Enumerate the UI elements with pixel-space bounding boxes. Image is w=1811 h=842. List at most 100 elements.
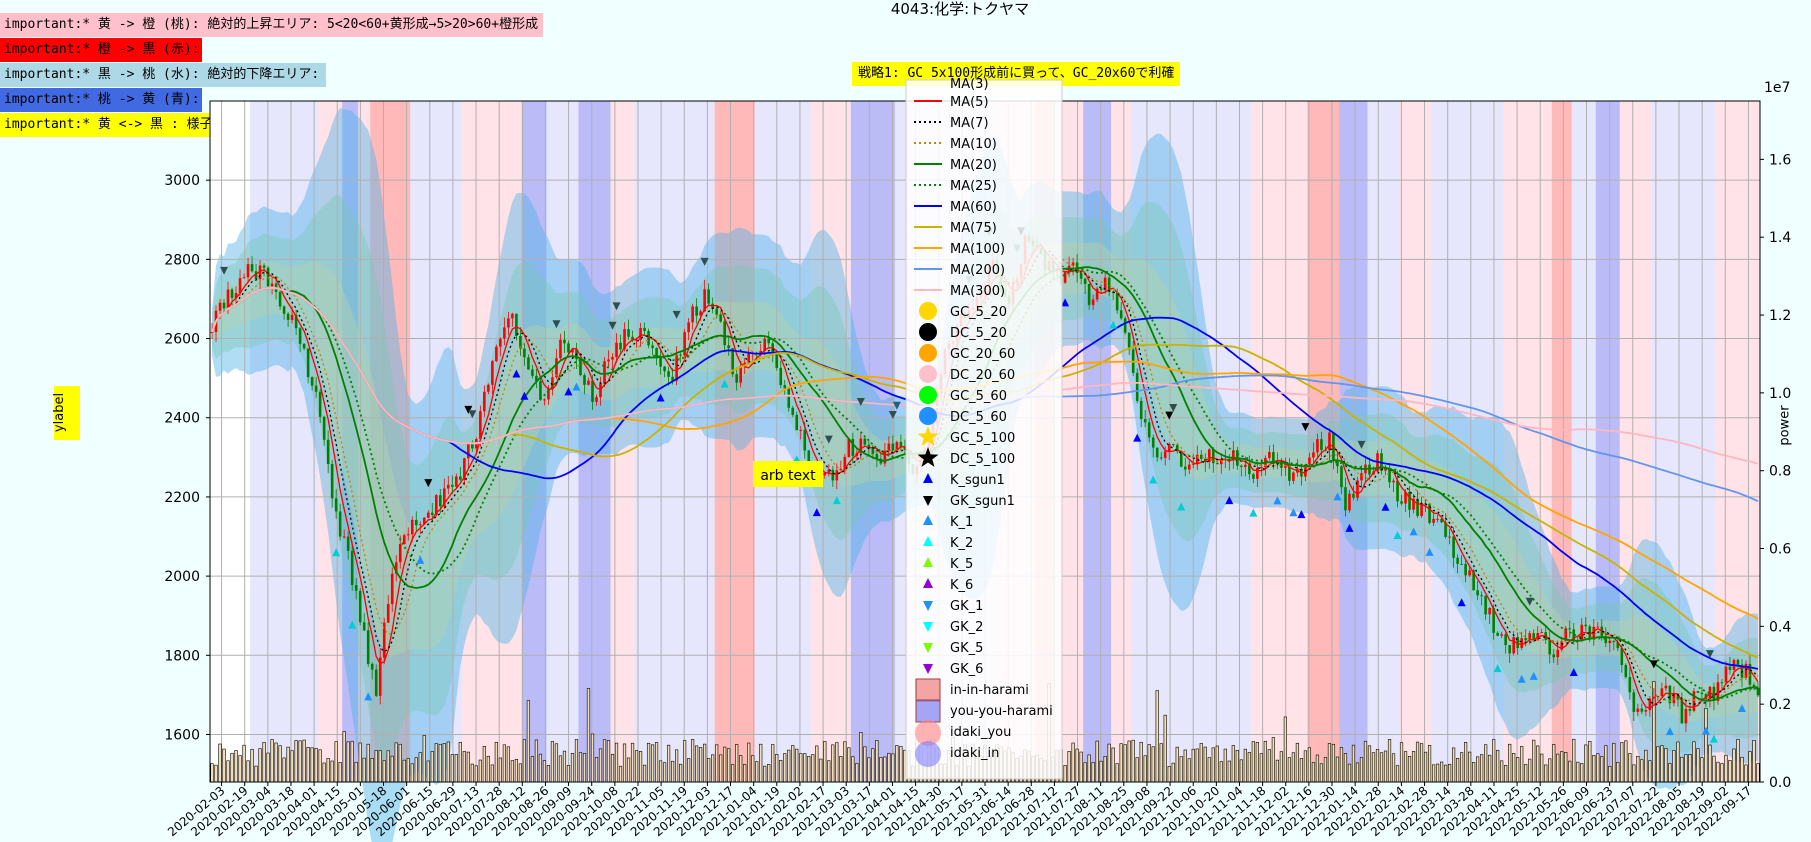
candle-body: [1492, 607, 1495, 633]
volume-bar: [1087, 754, 1091, 783]
volume-bar: [1720, 763, 1724, 783]
candle-body: [1512, 637, 1515, 654]
candle-body: [1268, 451, 1271, 459]
volume-bar: [1091, 762, 1095, 783]
volume-bar: [370, 758, 374, 783]
volume-bar: [1504, 765, 1508, 783]
volume-bar: [1371, 752, 1376, 783]
volume-bar: [218, 743, 222, 783]
candle-body: [1480, 595, 1483, 597]
candle-body: [599, 383, 602, 398]
area-band: [1503, 101, 1552, 782]
candle-body: [1588, 626, 1592, 640]
candle-body: [735, 374, 738, 383]
legend-label: DC_5_60: [950, 410, 1007, 425]
volume-bar: [634, 750, 639, 783]
candle-body: [1107, 277, 1111, 292]
candle-body: [695, 306, 698, 316]
candle-body: [1095, 288, 1099, 300]
volume-bar: [326, 758, 330, 783]
volume-bar: [1628, 753, 1632, 783]
candle-body: [807, 450, 811, 466]
volume-bar: [330, 760, 334, 783]
volume-bar: [1700, 757, 1704, 783]
volume-bar: [526, 700, 531, 783]
volume-bar: [1135, 757, 1139, 783]
buy-signal-triangle: [656, 393, 665, 402]
volume-bar: [1672, 750, 1676, 783]
volume-bar: [895, 745, 899, 783]
volume-bar: [715, 744, 719, 783]
legend-swatch: [923, 601, 933, 611]
volume-bar: [759, 743, 763, 783]
candle-body: [1552, 654, 1556, 658]
candle-body: [322, 416, 326, 440]
candle-body: [1260, 467, 1263, 469]
candle-body: [1608, 640, 1612, 644]
candle-body: [1644, 710, 1648, 712]
candle-body: [699, 311, 702, 316]
candle-body: [1063, 271, 1067, 283]
volume-bar: [302, 739, 306, 783]
volume-bar: [1339, 747, 1344, 783]
volume-bar: [1728, 760, 1732, 783]
volume-bar: [1187, 758, 1191, 783]
legend-swatch: [915, 678, 941, 702]
volume-bar: [1399, 742, 1404, 783]
area-band: [810, 101, 851, 782]
y-tick-label: 1800: [164, 648, 200, 664]
sell-signal-triangle: [824, 435, 833, 444]
candle-body: [1312, 452, 1315, 458]
candle-body: [1292, 472, 1295, 481]
candle-body: [306, 348, 310, 378]
legend-label: MA(75): [950, 221, 997, 236]
candle-body: [346, 536, 350, 551]
y2-tick-label: 1.0: [1769, 386, 1791, 402]
buy-signal-triangle: [1061, 298, 1070, 307]
y2-tick-label: 0.8: [1769, 464, 1791, 480]
volume-bar: [1712, 755, 1716, 783]
volume-bar: [1620, 742, 1624, 783]
volume-bar: [1207, 757, 1211, 783]
volume-bar: [695, 745, 699, 783]
candle-body: [543, 399, 546, 401]
volume-bar: [418, 752, 422, 783]
volume-bar: [1351, 744, 1356, 783]
volume-bar: [1155, 690, 1159, 783]
volume-bar: [1748, 751, 1752, 783]
volume-bar: [1568, 760, 1572, 783]
volume-bar: [763, 765, 767, 783]
candle-body: [535, 375, 538, 382]
candle-body: [1195, 454, 1199, 464]
volume-bar: [1708, 744, 1712, 783]
volume-bar: [602, 739, 607, 783]
note-5: important:* 黄 <-> 黒 : 様子見:: [0, 113, 233, 137]
volume-bar: [1516, 757, 1520, 783]
candle-body: [611, 356, 614, 360]
candle-body: [1163, 451, 1167, 458]
candle-body: [1400, 501, 1403, 504]
candle-body: [467, 443, 470, 459]
candle-body: [1684, 708, 1688, 724]
candle-body: [286, 313, 290, 320]
candle-body: [883, 450, 887, 464]
volume-bar: [679, 763, 683, 783]
volume-bar: [1435, 763, 1440, 783]
candle-body: [422, 517, 426, 525]
volume-bar: [1367, 745, 1372, 783]
legend-label: K_sgun1: [950, 473, 1005, 488]
candle-body: [290, 314, 294, 320]
candle-body: [1716, 682, 1720, 701]
volume-bar: [1648, 760, 1652, 783]
candle-body: [310, 377, 314, 386]
volume-bar: [286, 746, 290, 783]
volume-bar: [542, 760, 547, 783]
sell-signal-triangle: [1525, 597, 1534, 606]
candle-body: [1139, 401, 1143, 420]
volume-bar: [506, 746, 510, 783]
sell-signal-triangle: [1301, 423, 1310, 432]
volume-bar: [1532, 739, 1536, 783]
volume-bar: [1083, 762, 1087, 783]
volume-bar: [1740, 756, 1744, 783]
candle-body: [563, 339, 566, 344]
